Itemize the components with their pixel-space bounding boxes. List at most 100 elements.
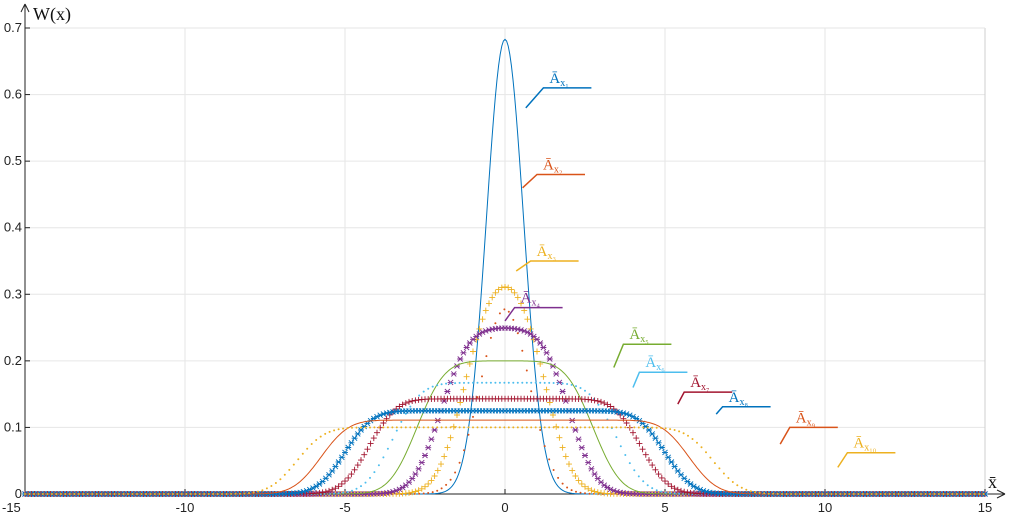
series-point (687, 434, 689, 437)
series-point (527, 325, 534, 332)
series-point (812, 493, 815, 495)
series-point (162, 493, 165, 495)
series-point (395, 429, 398, 432)
series-point (425, 480, 432, 487)
series-point (436, 384, 439, 387)
series-point (722, 472, 725, 475)
series-point (575, 490, 577, 493)
series-point (425, 444, 432, 451)
series-point (601, 400, 608, 407)
series-point (604, 401, 611, 408)
series-point (248, 492, 250, 495)
series-point (597, 403, 600, 406)
series-point (333, 492, 336, 495)
series-point (399, 401, 406, 408)
series-point (933, 493, 936, 495)
series-point (326, 471, 332, 478)
series-point (709, 456, 712, 459)
series-point (920, 493, 922, 495)
series-point (369, 476, 371, 479)
series-point (861, 493, 864, 495)
series-point (516, 381, 519, 384)
series-label-text: Āx₁ (549, 71, 568, 89)
series-point (830, 493, 833, 495)
series-point (696, 441, 698, 444)
series-point (505, 284, 512, 291)
series-point (438, 461, 444, 468)
series-point (342, 427, 345, 430)
series-point (364, 481, 367, 484)
series-point (316, 489, 323, 496)
series-point (342, 491, 345, 494)
series-point (431, 426, 434, 429)
series-point (539, 381, 542, 384)
series-point (582, 483, 588, 490)
series-point (658, 444, 665, 451)
series-point (525, 369, 528, 372)
label-leader (515, 260, 579, 272)
series-point (556, 379, 563, 386)
series-point (463, 381, 465, 384)
series-point (337, 492, 340, 495)
series-point (557, 426, 560, 429)
series-label-main: Ā (645, 355, 656, 371)
series-point (664, 491, 667, 494)
series-point (454, 426, 457, 429)
series-point (472, 381, 474, 384)
series-point (540, 344, 547, 351)
series-point (521, 349, 524, 352)
series-point (767, 492, 770, 495)
series-point (584, 426, 586, 429)
series-point (265, 487, 268, 490)
series-point (382, 426, 385, 429)
series-point (649, 431, 656, 437)
series-point (324, 432, 327, 435)
series-point (409, 398, 416, 404)
series-point (718, 467, 721, 470)
series-label-text: Āx₅ (629, 327, 648, 345)
series-point (664, 427, 667, 430)
series-point (185, 493, 188, 495)
series-point (445, 382, 448, 385)
series-point (400, 426, 403, 429)
series-point (665, 480, 672, 487)
series-point (431, 385, 434, 388)
series-point (64, 493, 67, 495)
series-point (234, 492, 237, 495)
series-point (524, 316, 531, 323)
series-point (449, 382, 452, 385)
series-point (870, 493, 873, 495)
series-point (579, 491, 582, 494)
label-leader (837, 451, 896, 468)
series-point (24, 493, 26, 495)
series-point (449, 426, 452, 429)
series-point (306, 447, 309, 450)
series-point (472, 426, 474, 429)
series-point (252, 491, 255, 494)
series-point (527, 331, 534, 337)
series-point (553, 371, 560, 377)
series-label-text: Āx₃ (537, 244, 556, 262)
series-point (422, 452, 428, 459)
series-point (326, 487, 332, 494)
series-point (472, 415, 474, 418)
series-point (512, 381, 515, 384)
series-Āx10 (24, 426, 985, 495)
series-point (897, 493, 900, 495)
series-point (409, 489, 416, 496)
series-point (463, 449, 465, 452)
series-point (279, 478, 282, 481)
series-point (591, 488, 598, 495)
series-point (671, 463, 678, 470)
series-Āx2 (24, 308, 985, 495)
series-point (332, 463, 339, 470)
series-point (606, 426, 609, 429)
series-point (543, 381, 546, 384)
series-point (418, 394, 421, 397)
series-point (562, 453, 569, 460)
series-point (329, 486, 336, 493)
series-point (427, 387, 430, 390)
series-point (479, 316, 486, 323)
series-label-Āx5: Āx₅ (613, 327, 672, 368)
